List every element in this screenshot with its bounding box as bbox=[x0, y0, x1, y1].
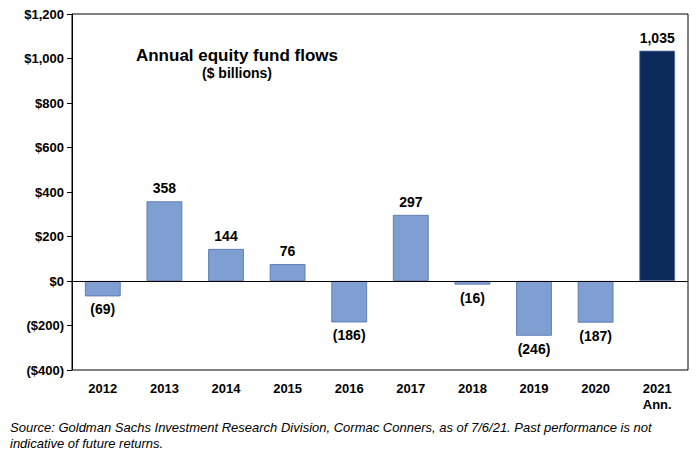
svg-text:358: 358 bbox=[153, 180, 177, 196]
svg-text:(246): (246) bbox=[518, 341, 551, 357]
svg-text:Annual equity fund flows: Annual equity fund flows bbox=[136, 46, 338, 65]
svg-text:(187): (187) bbox=[579, 328, 612, 344]
svg-text:$1,200: $1,200 bbox=[24, 7, 64, 22]
svg-text:($ billions): ($ billions) bbox=[202, 65, 272, 81]
svg-text:Ann.: Ann. bbox=[643, 397, 672, 412]
svg-text:$200: $200 bbox=[35, 229, 64, 244]
svg-text:297: 297 bbox=[399, 194, 423, 210]
svg-text:$0: $0 bbox=[50, 274, 64, 289]
svg-text:(186): (186) bbox=[333, 327, 366, 343]
svg-text:2016: 2016 bbox=[335, 381, 364, 396]
svg-text:2014: 2014 bbox=[212, 381, 242, 396]
svg-text:2012: 2012 bbox=[88, 381, 117, 396]
svg-text:76: 76 bbox=[280, 243, 296, 259]
svg-text:(69): (69) bbox=[90, 301, 115, 317]
svg-text:($200): ($200) bbox=[26, 318, 64, 333]
svg-text:$600: $600 bbox=[35, 140, 64, 155]
svg-text:2021: 2021 bbox=[643, 381, 672, 396]
svg-text:2013: 2013 bbox=[150, 381, 179, 396]
svg-text:($400): ($400) bbox=[26, 363, 64, 378]
svg-text:2015: 2015 bbox=[273, 381, 302, 396]
svg-text:$800: $800 bbox=[35, 96, 64, 111]
html-text:Source: Goldman Sachs Investme: Source: Goldman Sachs Investment Researc… bbox=[10, 420, 652, 451]
svg-text:2020: 2020 bbox=[581, 381, 610, 396]
svg-text:1,035: 1,035 bbox=[640, 30, 675, 46]
svg-text:$1,000: $1,000 bbox=[24, 51, 64, 66]
svg-text:2018: 2018 bbox=[458, 381, 487, 396]
svg-text:(16): (16) bbox=[460, 290, 485, 306]
svg-text:144: 144 bbox=[214, 228, 238, 244]
svg-text:2019: 2019 bbox=[520, 381, 549, 396]
svg-text:2017: 2017 bbox=[396, 381, 425, 396]
svg-text:$400: $400 bbox=[35, 185, 64, 200]
